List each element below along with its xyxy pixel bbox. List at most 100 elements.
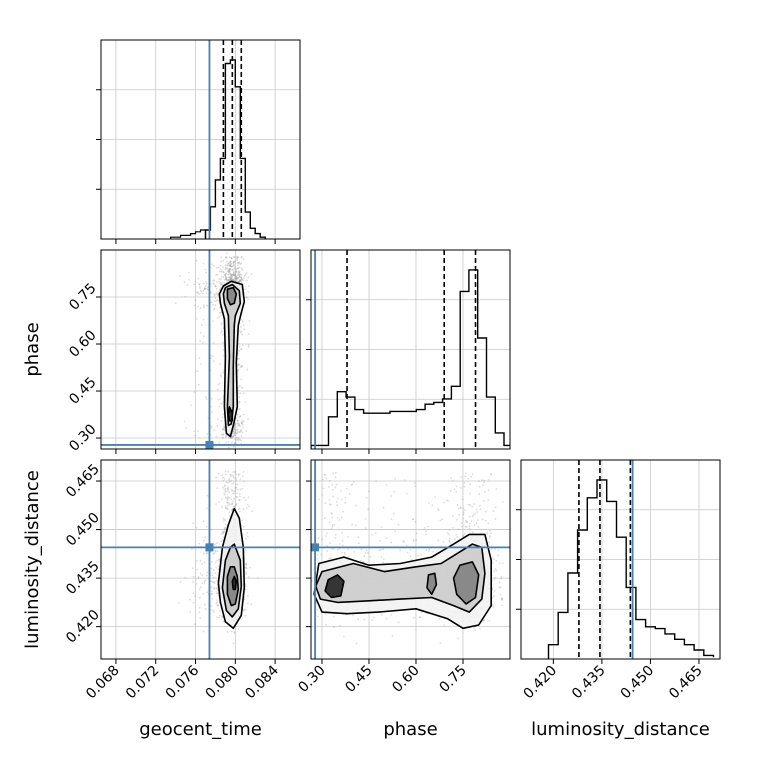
sample-point — [378, 549, 381, 552]
sample-point — [233, 274, 236, 276]
sample-point — [238, 507, 241, 510]
sample-point — [230, 474, 233, 476]
sample-point — [245, 430, 248, 433]
sample-point — [212, 283, 215, 285]
sample-point — [238, 274, 241, 277]
density-contour — [226, 286, 238, 306]
sample-point — [240, 348, 243, 350]
sample-point — [215, 592, 218, 595]
sample-point — [194, 299, 197, 302]
sample-point — [227, 451, 229, 453]
sample-point — [212, 569, 215, 571]
sample-point — [216, 542, 219, 545]
x-tick-label: 0.080 — [202, 663, 242, 703]
sample-point — [412, 539, 415, 541]
sample-point — [236, 413, 239, 416]
sample-point — [227, 270, 230, 273]
sample-point — [217, 383, 220, 386]
sample-point — [232, 274, 235, 276]
sample-point — [236, 271, 238, 274]
sample-point — [321, 478, 324, 481]
sample-point — [223, 492, 226, 495]
sample-point — [317, 537, 320, 540]
sample-point — [227, 486, 229, 489]
sample-point — [241, 333, 244, 336]
sample-point — [467, 503, 470, 506]
sample-point — [232, 445, 235, 448]
sample-point — [216, 298, 219, 301]
sample-point — [493, 570, 496, 572]
sample-point — [247, 333, 250, 335]
sample-point — [212, 303, 215, 306]
sample-point — [343, 551, 346, 554]
panel-frame — [310, 249, 511, 450]
sample-point — [235, 486, 238, 489]
sample-point — [216, 294, 219, 297]
sample-point — [225, 481, 228, 483]
y-axis-label-phase: phase — [22, 322, 43, 376]
sample-point — [328, 521, 331, 523]
sample-point — [234, 280, 237, 282]
sample-point — [244, 401, 247, 404]
sample-point — [225, 473, 227, 476]
sample-point — [464, 472, 467, 474]
sample-point — [339, 624, 341, 627]
sample-point — [233, 274, 236, 276]
sample-point — [227, 268, 230, 271]
sample-point — [220, 270, 223, 272]
sample-point — [210, 572, 213, 575]
sample-point — [232, 435, 235, 437]
panel-phase-histogram — [306, 249, 511, 454]
sample-point — [238, 281, 240, 283]
sample-point — [233, 429, 235, 431]
sample-point — [247, 291, 250, 293]
sample-point — [241, 365, 244, 368]
x-tick-label: 0.435 — [569, 663, 609, 703]
sample-point — [229, 437, 232, 439]
sample-point — [241, 255, 243, 258]
sample-point — [220, 271, 223, 273]
sample-point — [243, 609, 246, 612]
sample-point — [308, 592, 310, 594]
sample-point — [238, 510, 241, 513]
sample-point — [231, 474, 234, 477]
sample-point — [237, 508, 240, 511]
sample-point — [222, 401, 225, 403]
sample-point — [489, 535, 491, 537]
sample-point — [205, 271, 208, 274]
sample-point — [447, 500, 449, 502]
sample-point — [214, 572, 217, 574]
sample-point — [382, 558, 385, 560]
sample-point — [486, 531, 489, 534]
sample-point — [202, 630, 205, 633]
sample-point — [364, 527, 367, 530]
sample-point — [406, 551, 409, 554]
sample-point — [372, 616, 375, 619]
sample-point — [478, 504, 481, 507]
sample-point — [445, 499, 448, 502]
sample-point — [216, 424, 219, 427]
sample-point — [215, 503, 218, 505]
sample-point — [397, 621, 400, 624]
sample-point — [240, 273, 243, 276]
sample-point — [233, 270, 235, 273]
sample-point — [232, 278, 235, 280]
sample-point — [456, 518, 458, 521]
sample-point — [240, 330, 243, 333]
sample-point — [323, 517, 326, 520]
sample-point — [199, 596, 201, 599]
sample-point — [215, 292, 218, 294]
sample-point — [234, 490, 237, 492]
sample-point — [399, 549, 401, 552]
sample-point — [236, 436, 238, 439]
sample-point — [222, 531, 224, 534]
sample-point — [416, 532, 418, 535]
sample-point — [197, 277, 200, 280]
sample-point — [375, 480, 377, 483]
sample-point — [371, 619, 373, 621]
sample-point — [202, 454, 204, 456]
sample-point — [232, 273, 234, 276]
panel-luminosity_distance-histogram: 0.420 0.435 0.450 0.465 — [516, 459, 721, 703]
sample-point — [466, 521, 468, 524]
panel-frame — [100, 39, 301, 240]
